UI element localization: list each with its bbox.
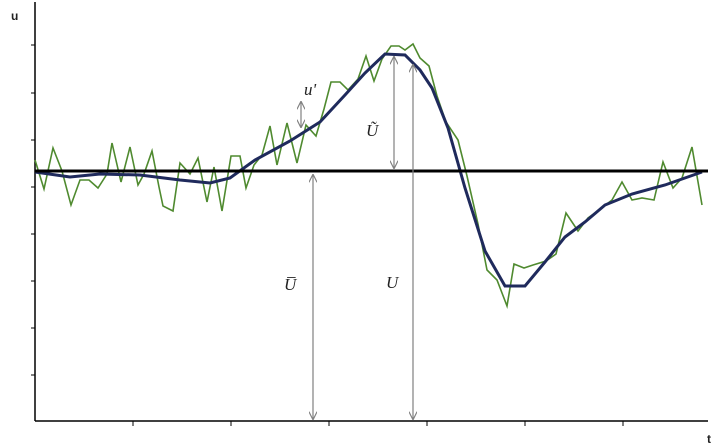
y-axis-label: u bbox=[11, 9, 18, 23]
y-axis-ticks bbox=[31, 44, 35, 376]
x-axis-ticks bbox=[132, 421, 624, 426]
mean-label: U̅ bbox=[284, 275, 298, 294]
phase-averaged-curve bbox=[34, 52, 703, 288]
periodic-label: Ũ bbox=[366, 121, 380, 140]
total-label: U bbox=[386, 273, 400, 292]
fluctuation-label: u' bbox=[304, 80, 317, 99]
instantaneous-signal bbox=[34, 42, 703, 310]
x-axis-label: t bbox=[707, 432, 711, 446]
